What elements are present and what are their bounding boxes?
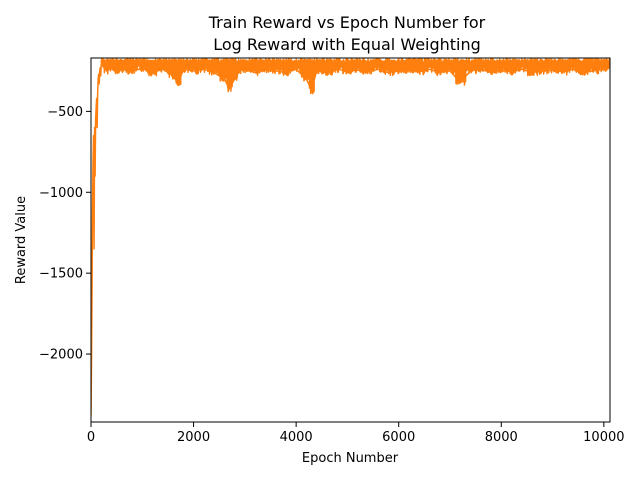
series-layer: [91, 58, 610, 416]
x-axis-label: Epoch Number: [302, 451, 399, 466]
x-tick-label: 6000: [382, 430, 415, 445]
y-axis-label: Reward Value: [14, 196, 29, 284]
plot-frame: [90, 57, 611, 423]
x-axis: 0 2000 4000 6000 8000 10000: [87, 422, 625, 445]
x-tick-label: 10000: [583, 430, 624, 445]
y-tick-label: −500: [47, 105, 83, 120]
x-tick-label: 4000: [280, 430, 313, 445]
x-tick-label: 0: [87, 430, 95, 445]
plot-area: [90, 57, 611, 423]
chart-title-line-2: Log Reward with Equal Weighting: [213, 35, 481, 54]
x-tick-label: 2000: [177, 430, 210, 445]
y-axis: −500 −1000 −1500 −2000: [39, 105, 91, 363]
y-tick-label: −2000: [39, 348, 83, 363]
chart-title-line-1: Train Reward vs Epoch Number for: [208, 13, 486, 32]
y-tick-label: −1500: [39, 267, 83, 282]
y-tick-label: −1000: [39, 186, 83, 201]
x-tick-label: 8000: [485, 430, 518, 445]
reward-series-line: [91, 58, 610, 416]
